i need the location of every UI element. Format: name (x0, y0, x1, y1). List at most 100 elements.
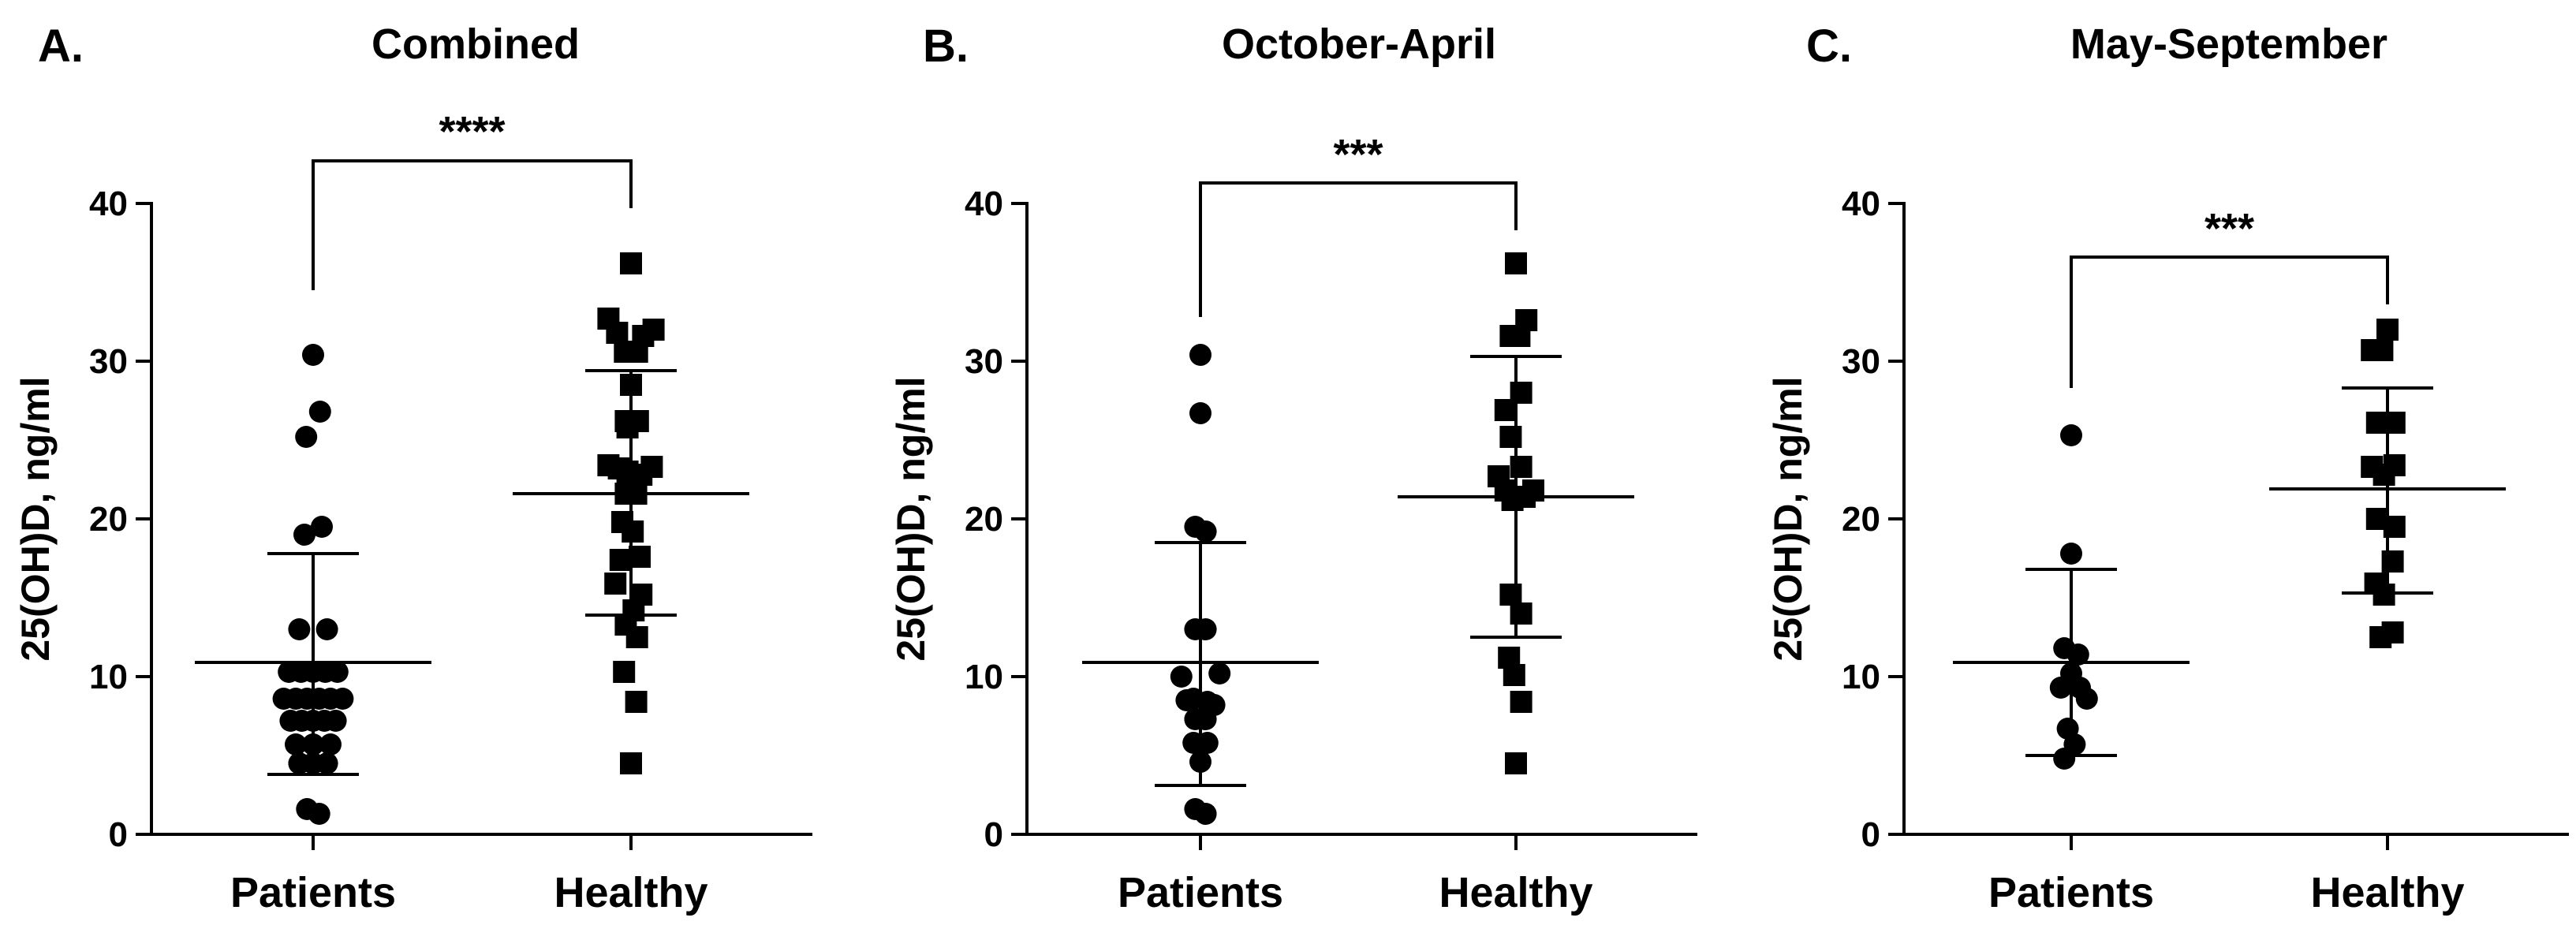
y-tick-label: 0 (1861, 815, 1880, 854)
data-point-patient (311, 516, 333, 538)
y-tick-label: 40 (1842, 185, 1880, 223)
data-point-healthy (1494, 399, 1517, 421)
data-point-patient (308, 401, 331, 423)
significance-bracket (1199, 181, 1518, 317)
data-point-healthy (1510, 602, 1533, 625)
data-point-patient (319, 733, 342, 755)
panel-label: A. (38, 21, 84, 72)
data-point-healthy (2373, 584, 2395, 606)
significance-stars: **** (439, 108, 505, 155)
data-point-patient (1196, 732, 1219, 754)
data-point-patient (302, 344, 324, 366)
data-point-patient (315, 752, 338, 774)
y-tick-label: 10 (1842, 658, 1880, 696)
data-point-healthy (1503, 664, 1525, 686)
significance-stars: *** (2205, 205, 2254, 252)
data-point-healthy (620, 374, 642, 396)
x-category-label: Patients (1118, 869, 1283, 916)
chart-title: October-April (1222, 21, 1496, 68)
y-axis-label: 25(OH)D, ng/ml (889, 376, 933, 661)
data-point-healthy (2383, 412, 2406, 434)
data-point-healthy (620, 252, 642, 274)
data-point-patient (1208, 662, 1231, 684)
data-point-healthy (1514, 486, 1536, 508)
data-point-healthy (2371, 339, 2394, 361)
y-tick-label: 10 (89, 658, 128, 696)
data-point-healthy (2383, 516, 2406, 538)
data-point-patient (331, 688, 354, 710)
x-category-label: Healthy (554, 869, 707, 916)
panel-a: A. Combined 25(OH)D, ng/ml 0 10 20 30 40 Patient… (13, 21, 812, 916)
data-point-healthy (1499, 584, 1522, 606)
significance-bracket (2070, 256, 2389, 388)
data-point-healthy (620, 752, 642, 774)
y-tick-label: 20 (1842, 500, 1880, 539)
data-point-healthy (2373, 464, 2395, 486)
data-point-healthy (622, 520, 644, 543)
data-point-healthy (1505, 252, 1527, 274)
data-point-healthy (629, 546, 651, 568)
y-tick-label: 20 (965, 500, 1003, 539)
data-point-patient (1170, 666, 1193, 688)
data-point-healthy (609, 549, 632, 571)
y-tick-label: 20 (89, 500, 128, 539)
data-point-patient (315, 618, 338, 640)
data-point-healthy (2381, 621, 2404, 643)
x-category-label: Healthy (2310, 869, 2464, 916)
y-tick-label: 30 (965, 342, 1003, 381)
panel-b: B. October-April 25(OH)D, ng/ml 0 10 20 30 40 Pa… (889, 21, 1697, 916)
data-point-patient (1194, 520, 1217, 543)
data-point-patient (295, 426, 318, 448)
y-tick-label: 10 (965, 658, 1003, 696)
y-tick-label: 40 (965, 185, 1003, 223)
y-tick-label: 30 (89, 342, 128, 381)
y-axis-label: 25(OH)D, ng/ml (1766, 376, 1810, 661)
data-point-healthy (604, 573, 627, 595)
data-point-healthy (1499, 426, 1522, 448)
data-point-patient (288, 618, 311, 640)
data-point-patient (308, 803, 330, 825)
panel-c: C. May-September 25(OH)D, ng/ml 0 10 20 30 40 Pa… (1766, 21, 2569, 916)
data-point-healthy (625, 341, 648, 363)
y-tick-label: 40 (89, 185, 128, 223)
data-point-patient (1189, 344, 1211, 366)
data-point-patient (326, 661, 349, 683)
data-point-patient (2075, 688, 2098, 710)
data-point-patient (2066, 643, 2089, 666)
panel-label: B. (923, 21, 969, 72)
significance-stars: *** (1333, 131, 1383, 178)
data-point-healthy (625, 483, 648, 505)
x-category-label: Patients (1988, 869, 2154, 916)
data-point-healthy (1510, 456, 1533, 478)
data-point-patient (285, 733, 307, 755)
data-point-patient (1194, 708, 1217, 730)
data-point-patient (2049, 677, 2072, 699)
data-point-healthy (1508, 325, 1531, 347)
data-point-healthy (625, 626, 648, 648)
data-point-patient (2053, 748, 2076, 770)
x-category-label: Patients (230, 869, 396, 916)
y-tick-label: 30 (1842, 342, 1880, 381)
data-point-patient (2060, 543, 2082, 565)
data-point-patient (1194, 803, 1217, 825)
data-point-healthy (1505, 752, 1527, 774)
significance-bracket (312, 159, 633, 290)
data-point-patient (293, 524, 315, 546)
data-point-patient (1189, 751, 1211, 773)
data-point-patient (1189, 402, 1211, 424)
data-point-healthy (1510, 691, 1533, 713)
data-point-healthy (2376, 319, 2399, 341)
data-point-patient (324, 710, 347, 732)
chart-title: Combined (371, 21, 580, 68)
y-tick-label: 0 (984, 815, 1003, 854)
data-point-healthy (616, 416, 639, 438)
data-point-healthy (625, 691, 648, 713)
data-point-patient (302, 733, 324, 755)
x-category-label: Healthy (1439, 869, 1592, 916)
data-point-patient (2060, 424, 2082, 446)
y-axis-label: 25(OH)D, ng/ml (13, 376, 58, 661)
data-point-healthy (606, 322, 629, 344)
data-point-healthy (640, 456, 663, 478)
data-point-patient (1194, 618, 1217, 640)
